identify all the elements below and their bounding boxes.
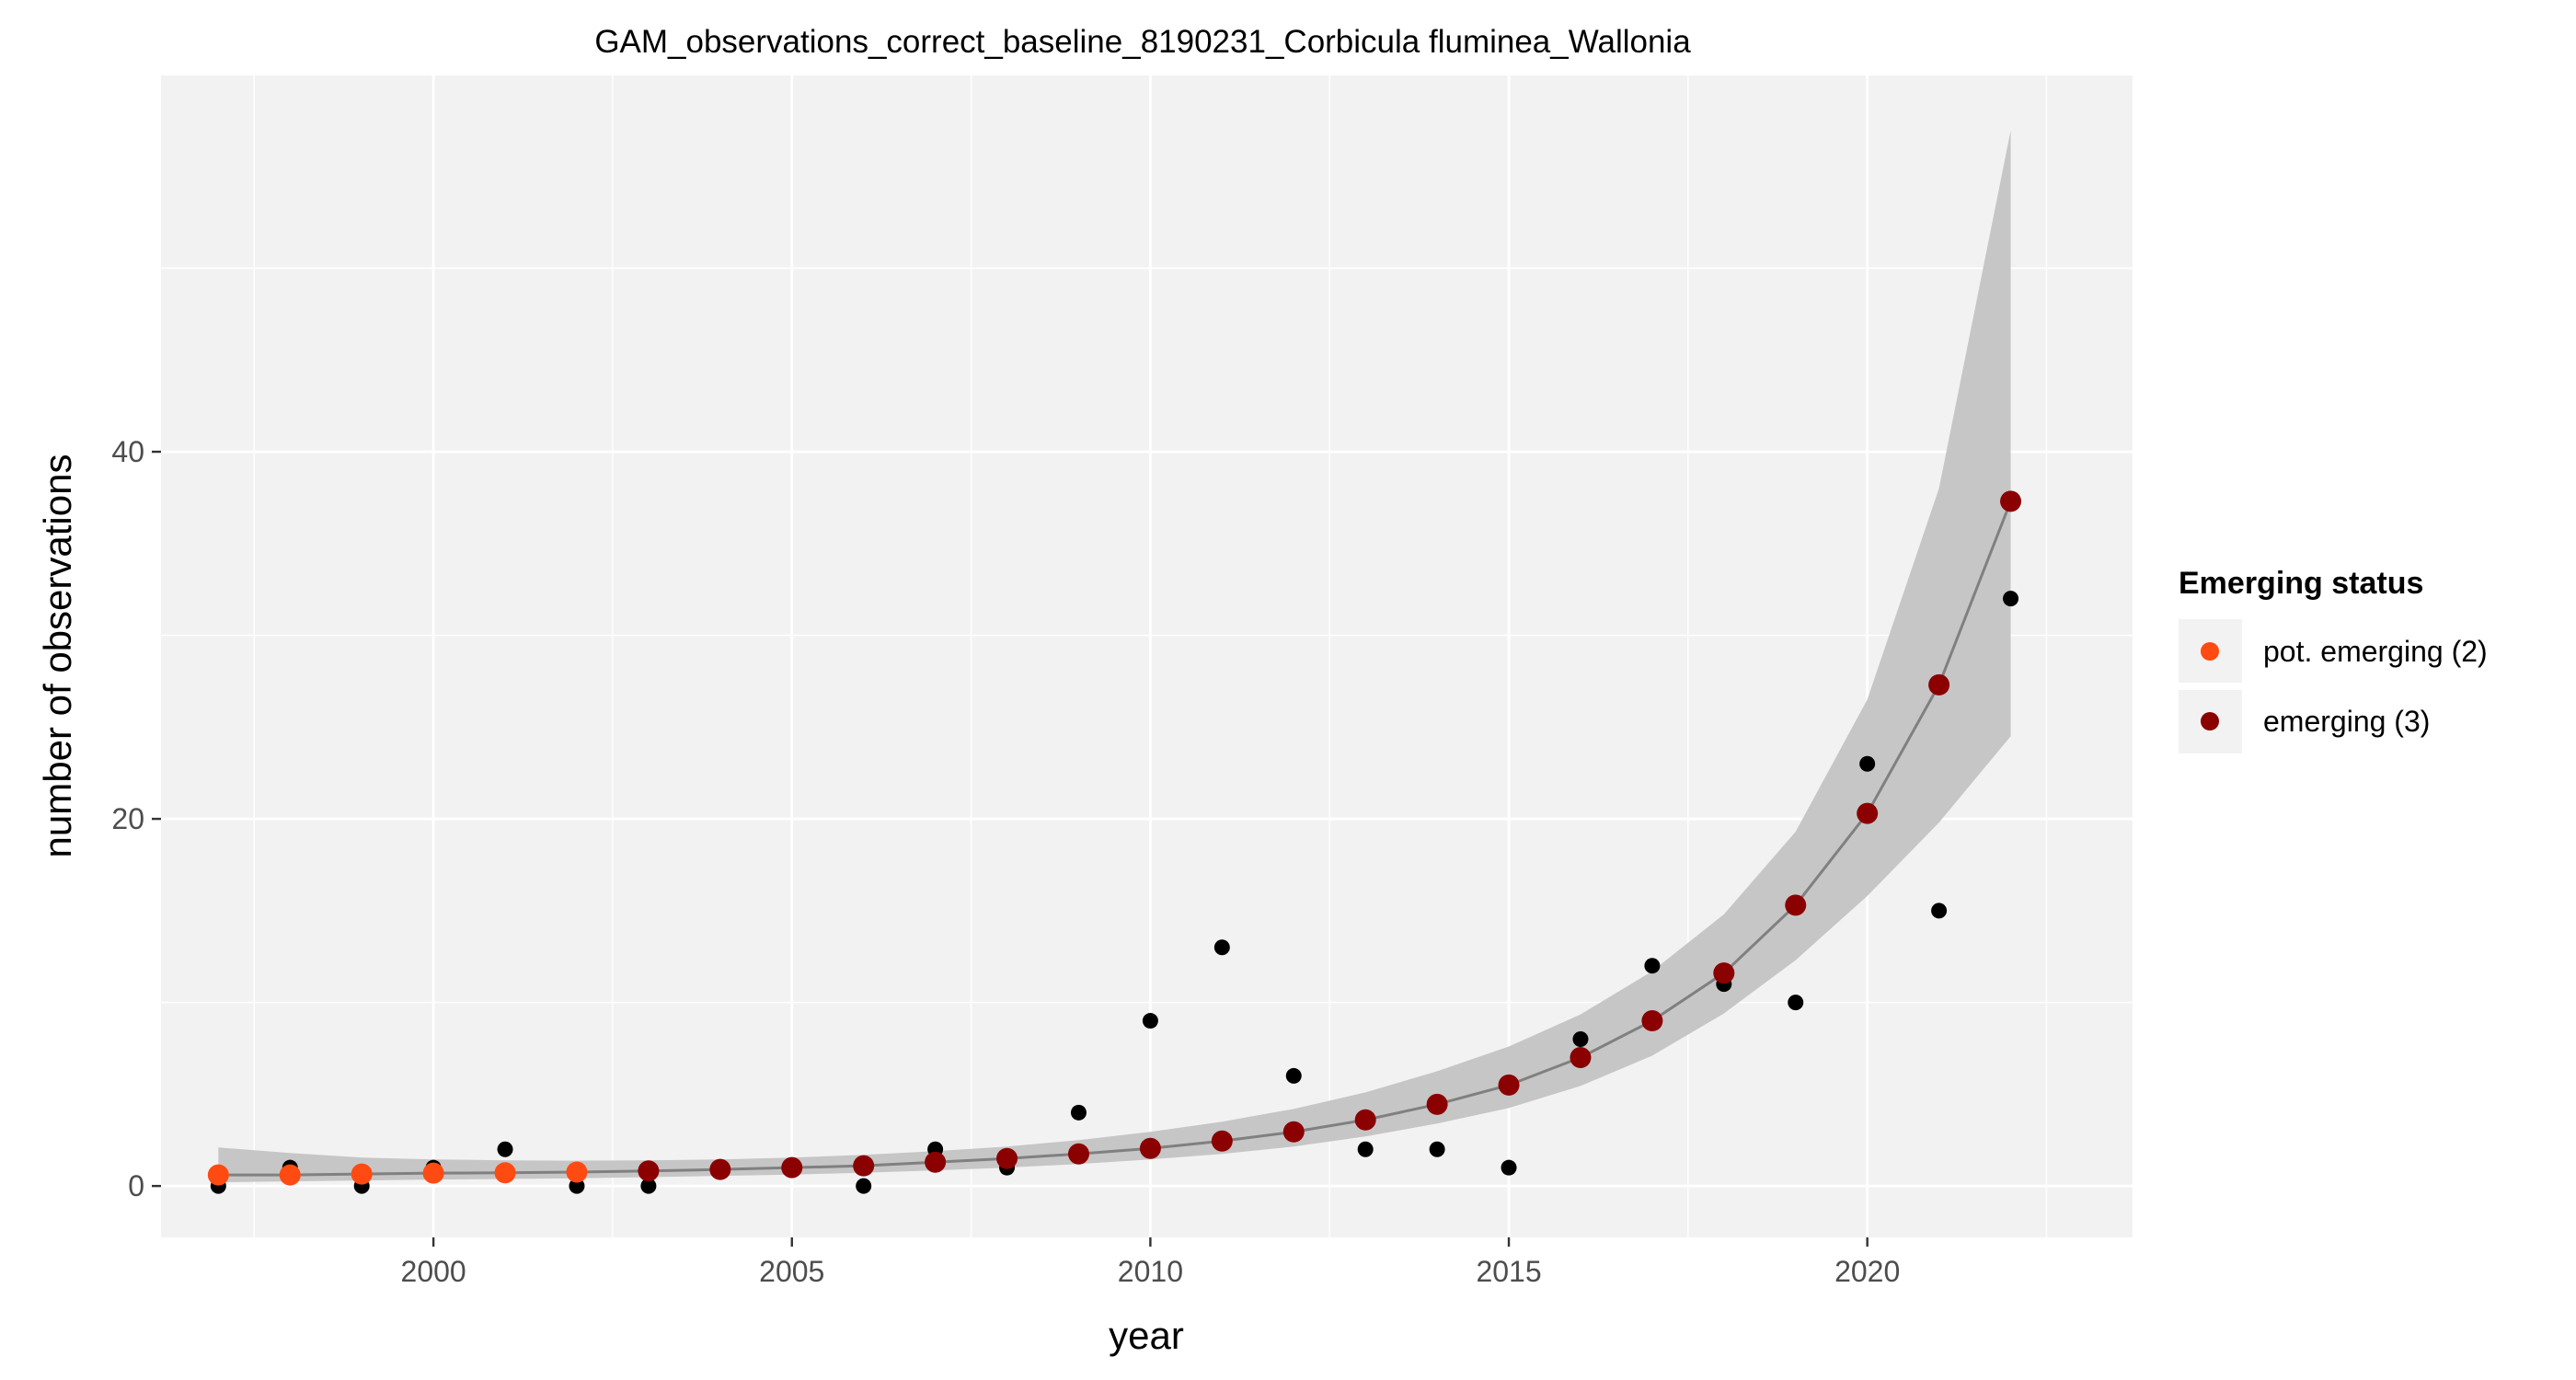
fitted-point: [1067, 1143, 1089, 1165]
observed-point: [1429, 1141, 1445, 1157]
chart-title: GAM_observations_correct_baseline_819023…: [594, 24, 1691, 60]
legend: Emerging status pot. emerging (2) emergi…: [2179, 566, 2488, 753]
x-tick-label: 2010: [1118, 1255, 1183, 1288]
fitted-points: [207, 490, 2022, 1186]
fitted-point: [1785, 894, 1807, 916]
fitted-point: [853, 1155, 875, 1177]
x-tick-label: 2020: [1834, 1255, 1900, 1288]
legend-title: Emerging status: [2179, 566, 2423, 601]
fitted-point: [1354, 1109, 1376, 1131]
x-tick-label: 2015: [1476, 1255, 1541, 1288]
fitted-point: [1641, 1010, 1663, 1032]
fitted-point: [1713, 962, 1735, 984]
x-tick-label: 2000: [401, 1255, 466, 1288]
fitted-point: [207, 1164, 229, 1186]
observed-point: [1859, 755, 1876, 772]
observed-point: [2003, 591, 2019, 607]
fitted-point: [925, 1151, 947, 1173]
observed-point: [1788, 995, 1804, 1011]
y-axis: 0 20 40: [111, 435, 161, 1202]
fitted-point: [1211, 1130, 1233, 1152]
observed-point: [1357, 1141, 1374, 1157]
fit-line-group: [218, 500, 2012, 1177]
y-tick-label: 0: [128, 1169, 144, 1202]
observed-point: [569, 1178, 585, 1194]
plot-panel: [161, 75, 2133, 1237]
fitted-point: [1570, 1046, 1592, 1068]
observed-point: [497, 1141, 513, 1157]
legend-swatch-emerging: [2201, 712, 2219, 730]
legend-swatch-pot-emerging: [2201, 642, 2219, 661]
fitted-point: [1426, 1093, 1448, 1115]
grid-major: [161, 75, 2133, 1237]
x-axis-title: year: [1109, 1314, 1184, 1357]
observed-point: [1285, 1067, 1302, 1084]
observed-point: [1070, 1104, 1087, 1121]
x-axis: 2000 2005 2010 2015 2020: [401, 1237, 1900, 1288]
grid-minor: [161, 75, 2133, 1237]
observed-point: [1501, 1159, 1517, 1176]
fitted-point: [494, 1162, 516, 1184]
fitted-point: [422, 1162, 444, 1184]
observed-point: [1931, 903, 1948, 919]
legend-label-emerging: emerging (3): [2263, 705, 2430, 738]
fitted-point: [996, 1147, 1018, 1169]
fitted-point: [638, 1160, 660, 1182]
observed-point: [640, 1178, 657, 1194]
fitted-point: [709, 1158, 731, 1180]
fitted-point: [781, 1156, 803, 1179]
y-tick-label: 20: [111, 802, 144, 835]
observed-point: [1572, 1031, 1589, 1048]
y-tick-label: 40: [111, 435, 144, 468]
observed-point: [1644, 958, 1661, 974]
observed-point: [1142, 1013, 1158, 1029]
fitted-point: [1857, 802, 1879, 824]
fitted-point: [2000, 490, 2022, 512]
x-tick-label: 2005: [759, 1255, 824, 1288]
legend-label-pot-emerging: pot. emerging (2): [2263, 635, 2488, 668]
fitted-point: [566, 1161, 588, 1183]
fitted-point: [1282, 1121, 1305, 1143]
gam-fit-line: [218, 500, 2012, 1177]
fitted-point: [1498, 1074, 1520, 1096]
fitted-point: [279, 1164, 301, 1186]
fitted-point: [1928, 673, 1950, 696]
observed-point: [856, 1178, 872, 1194]
fitted-point: [1139, 1137, 1161, 1159]
observed-point: [1213, 939, 1230, 956]
y-axis-title: number of observations: [36, 454, 79, 858]
fitted-point: [351, 1163, 373, 1185]
